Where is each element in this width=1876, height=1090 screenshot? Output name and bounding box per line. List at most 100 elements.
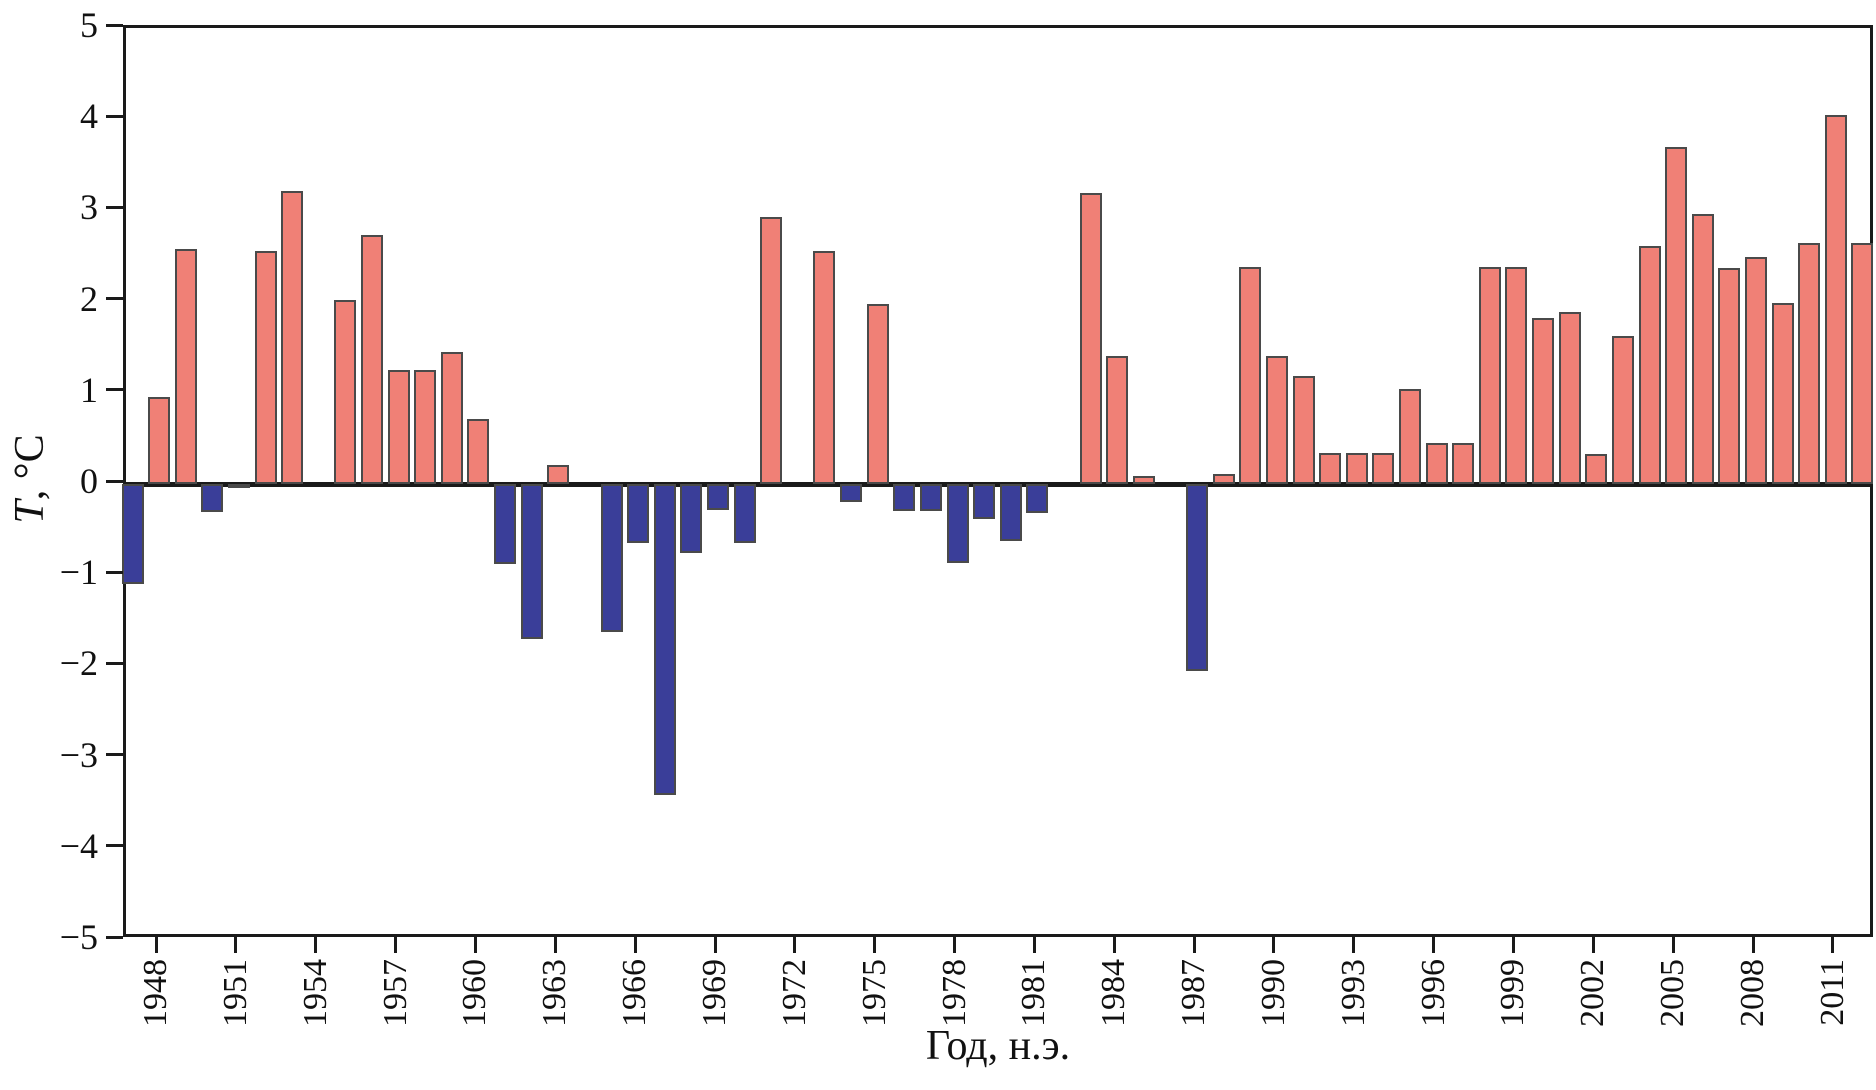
bar-1961	[494, 484, 517, 565]
bar-1989	[1239, 266, 1262, 484]
x-tick-2011	[1831, 937, 1835, 953]
bar-1965	[600, 484, 623, 632]
bar-1991	[1292, 376, 1315, 484]
x-tick-1975	[873, 937, 877, 953]
bar-1959	[440, 351, 463, 484]
bar-2001	[1558, 311, 1581, 484]
bar-2008	[1745, 256, 1767, 484]
bar-1990	[1265, 356, 1288, 484]
bar-1996	[1425, 442, 1448, 484]
y-axis-title-symbol: T	[7, 500, 53, 524]
y-tick-4	[106, 114, 123, 118]
bar-2000	[1532, 318, 1555, 484]
y-tick--3	[106, 753, 123, 757]
x-tick-1948	[154, 937, 158, 953]
y-tick-label-5: 5	[80, 5, 98, 45]
bar-1960	[467, 419, 490, 484]
x-tick-1969	[713, 937, 717, 953]
x-tick-1987	[1192, 937, 1196, 953]
bar-1999	[1505, 266, 1528, 484]
bar-1953	[281, 191, 304, 484]
bar-1980	[999, 484, 1022, 542]
bar-1970	[733, 484, 756, 544]
x-tick-2008	[1751, 937, 1755, 953]
y-tick-label-0: 0	[80, 461, 98, 501]
bar-1949	[174, 248, 197, 484]
y-tick-label-2: 2	[80, 278, 98, 319]
bar-1992	[1319, 452, 1342, 484]
bar-1955	[334, 299, 357, 484]
y-tick-label-3: 3	[80, 187, 98, 228]
y-tick-label-4: 4	[80, 96, 98, 137]
bar-2003	[1611, 336, 1634, 484]
bar-2007	[1718, 267, 1741, 484]
x-tick-1981	[1032, 937, 1036, 953]
bar-1951	[227, 484, 250, 488]
bar-1947	[121, 484, 144, 585]
x-tick-1999	[1511, 937, 1515, 953]
bar-1958	[414, 370, 437, 484]
bar-1994	[1372, 452, 1395, 484]
bar-2012	[1851, 243, 1874, 484]
bar-1956	[361, 235, 384, 484]
y-tick-1	[106, 388, 123, 392]
bar-1976	[893, 484, 916, 512]
y-tick-2	[106, 297, 123, 301]
y-tick--2	[106, 661, 123, 665]
x-tick-1972	[793, 937, 797, 953]
bar-1981	[1026, 484, 1049, 514]
x-tick-1966	[633, 937, 637, 953]
x-tick-2002	[1591, 937, 1595, 953]
bar-2006	[1691, 214, 1714, 484]
bar-1973	[813, 251, 836, 484]
bar-1950	[201, 484, 224, 513]
bar-1985	[1132, 475, 1155, 484]
y-tick--1	[106, 570, 123, 574]
bar-2010	[1798, 243, 1821, 484]
y-tick-label--5: −5	[59, 917, 98, 957]
y-tick-5	[106, 23, 123, 27]
y-tick-0	[106, 479, 123, 483]
bar-1969	[707, 484, 730, 511]
bar-2011	[1824, 114, 1847, 484]
bar-1987	[1186, 484, 1209, 671]
x-tick-1957	[394, 937, 398, 953]
zero-baseline	[126, 481, 1870, 487]
bar-1998	[1478, 266, 1501, 484]
x-tick-1954	[314, 937, 318, 953]
bar-1993	[1345, 452, 1368, 484]
x-tick-1990	[1272, 937, 1276, 953]
bar-1948	[148, 397, 171, 484]
y-tick--4	[106, 844, 123, 848]
bar-1957	[387, 370, 410, 484]
y-tick--5	[106, 935, 123, 939]
y-tick-label--1: −1	[59, 552, 98, 593]
bar-1977	[919, 484, 942, 512]
bar-2009	[1771, 302, 1794, 484]
bar-1971	[760, 216, 783, 484]
bar-1968	[680, 484, 703, 554]
bar-2002	[1585, 453, 1608, 484]
x-tick-1996	[1432, 937, 1436, 953]
x-tick-2005	[1671, 937, 1675, 953]
bar-1997	[1452, 442, 1475, 484]
bar-2005	[1665, 146, 1688, 484]
y-tick-label--4: −4	[59, 825, 98, 866]
bar-1983	[1079, 193, 1102, 484]
x-tick-1951	[234, 937, 238, 953]
bar-1988	[1212, 473, 1235, 484]
bar-1984	[1106, 356, 1129, 484]
y-tick-label--2: −2	[59, 643, 98, 684]
bar-1974	[840, 484, 863, 503]
y-tick-label-1: 1	[80, 369, 98, 410]
plot-area	[121, 25, 1874, 937]
x-tick-1984	[1112, 937, 1116, 953]
bar-1979	[973, 484, 996, 519]
bar-1975	[866, 304, 889, 484]
bar-1967	[653, 484, 676, 795]
bar-1966	[627, 484, 650, 544]
bar-1963	[547, 464, 570, 484]
bar-1995	[1399, 389, 1422, 484]
x-tick-1978	[953, 937, 957, 953]
